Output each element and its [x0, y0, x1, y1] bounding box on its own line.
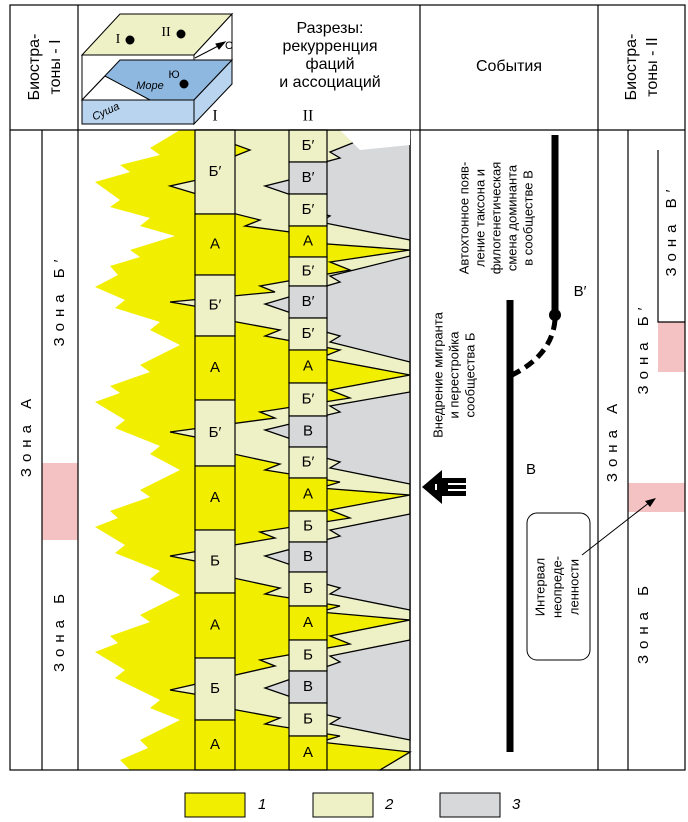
legend-label: 1: [258, 796, 266, 813]
cell-label: Б′: [302, 201, 315, 218]
callout-text: Интервал: [532, 558, 547, 616]
zone-label: Зона Б′: [635, 302, 652, 395]
event-text: филогенетическая: [488, 162, 503, 275]
cell-label: Б′: [302, 390, 315, 407]
diagram: Б′АБ′АБ′АБАБАБ′В′Б′АБ′В′Б′АБ′ВБ′АБВБАБВБ…: [0, 0, 688, 822]
cell-label: А: [210, 736, 220, 753]
cell-label: А: [303, 485, 313, 502]
lineage-link: [512, 320, 555, 375]
cell-label: Б′: [209, 296, 222, 313]
cell-label: Б′: [209, 163, 222, 180]
header-text: фаций: [305, 56, 354, 73]
cell-label: А: [210, 616, 220, 633]
cell-label: В: [303, 548, 313, 565]
zone-label: Зона В′: [663, 183, 680, 276]
cell-label: Б′: [302, 137, 315, 154]
event-text: ление таксона и: [472, 169, 487, 267]
block-label: II: [161, 25, 171, 40]
zone-label: Зона Б: [635, 580, 652, 664]
block-label: С: [225, 40, 233, 52]
cell-label: Б: [303, 580, 313, 597]
zone-label: Зона Б′: [51, 254, 68, 347]
legend-label: 2: [384, 796, 394, 813]
block-label: Море: [136, 80, 164, 92]
cell-label: В′: [302, 169, 315, 186]
header-text: и ассоциаций: [279, 74, 380, 91]
cell-label: Б: [303, 646, 313, 663]
legend-swatch: [313, 793, 373, 817]
cell-label: Б′: [302, 325, 315, 342]
section-label: I: [212, 108, 217, 125]
event-text: сообщества Б: [462, 333, 477, 418]
cell-label: А: [303, 614, 313, 631]
cell-label: В: [303, 678, 313, 695]
lineage-node: [549, 309, 561, 321]
pink-interval: [628, 483, 685, 512]
pink-interval: [42, 463, 78, 540]
legend-swatch: [440, 793, 500, 817]
legend-swatch: [185, 793, 245, 817]
section-label: II: [303, 108, 314, 125]
legend-label: 3: [512, 796, 521, 813]
header-text: тоны - I: [47, 39, 64, 94]
cell-label: Б: [303, 710, 313, 727]
cell-label: В′: [302, 293, 315, 310]
event-text: Автохтонное появ-: [456, 162, 471, 275]
cell-label: А: [210, 235, 220, 252]
zone-label: Зона Б: [51, 588, 68, 672]
zone-label: Зона А: [604, 398, 621, 482]
cell-label: А: [303, 744, 313, 761]
header-text: Разрезы:: [297, 20, 364, 37]
cell-label: А: [210, 489, 220, 506]
cell-label: Б′: [302, 262, 315, 279]
event-text: Внедрение мигранта: [430, 311, 445, 438]
cell-label: А: [210, 359, 220, 376]
cell-label: Б: [303, 517, 313, 534]
event-text: смена доминанта: [504, 164, 519, 271]
header-text: тоны - II: [644, 37, 661, 97]
callout-text: ленности: [566, 559, 581, 615]
zone-label: Зона А: [18, 393, 35, 477]
cell-label: В: [303, 422, 313, 439]
cell-label: Б′: [209, 424, 222, 441]
event-text: в сообществе В: [520, 170, 535, 266]
pink-interval: [658, 322, 685, 372]
block-label: I: [116, 32, 121, 47]
header-text: События: [476, 58, 542, 75]
block-label: Ю: [168, 69, 179, 81]
cell-label: Б: [210, 680, 220, 697]
cell-label: А: [303, 232, 313, 249]
lineage-label: В′: [574, 283, 587, 300]
event-text: и перестройка: [446, 331, 461, 419]
cell-label: Б′: [302, 453, 315, 470]
cell-label: А: [303, 357, 313, 374]
cell-label: Б: [210, 552, 220, 569]
header-text: Биостра-: [26, 34, 43, 101]
header-text: рекурренция: [282, 38, 377, 55]
header-text: Биостра-: [623, 34, 640, 101]
callout-arrow: [582, 502, 650, 555]
lineage-label: В: [526, 461, 536, 478]
facies-fields: [95, 130, 410, 770]
migration-arrow: [422, 470, 466, 504]
callout-text: неопреде-: [549, 556, 564, 618]
